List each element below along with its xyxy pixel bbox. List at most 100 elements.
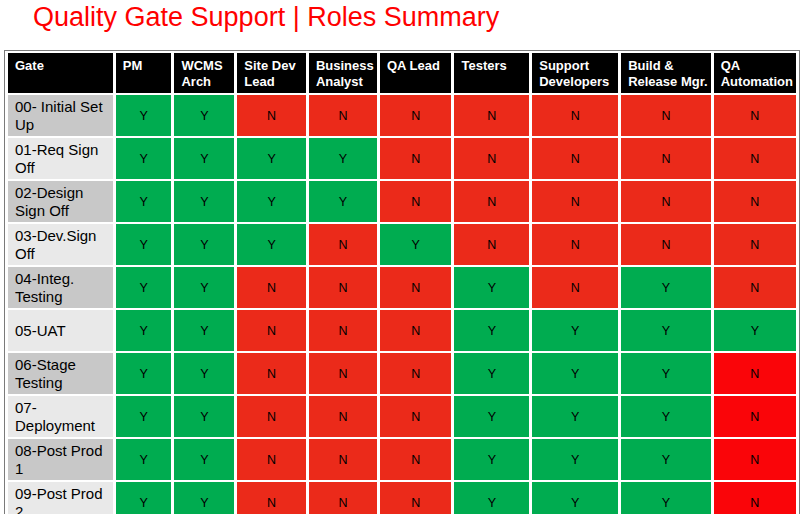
status-cell-06-stage-testing-wcms-arch: Y bbox=[174, 353, 234, 394]
column-header-site-dev-lead: Site Dev Lead bbox=[237, 53, 306, 93]
status-cell-07-deployment-business-analyst: N bbox=[309, 396, 377, 437]
status-cell-02-design-sign-off-business-analyst: Y bbox=[309, 181, 377, 222]
status-cell-07-deployment-testers: Y bbox=[454, 396, 529, 437]
status-cell-09-post-prod-2-testers: Y bbox=[454, 482, 529, 514]
status-cell-02-design-sign-off-pm: Y bbox=[116, 181, 172, 222]
table-row-09-post-prod-2: 09-Post Prod 2YYNNNYYYN bbox=[8, 482, 796, 514]
status-cell-02-design-sign-off-site-dev-lead: Y bbox=[237, 181, 306, 222]
status-cell-05-uat-qa-lead: N bbox=[380, 310, 452, 351]
status-cell-05-uat-build-release-mgr: Y bbox=[621, 310, 711, 351]
table-row-02-design-sign-off: 02-Design Sign OffYYYYNNNNN bbox=[8, 181, 796, 222]
status-cell-01-req-sign-off-build-release-mgr: N bbox=[621, 138, 711, 179]
status-cell-02-design-sign-off-wcms-arch: Y bbox=[174, 181, 234, 222]
column-header-wcms-arch: WCMS Arch bbox=[174, 53, 234, 93]
status-cell-07-deployment-site-dev-lead: N bbox=[237, 396, 306, 437]
table-row-04-integ-testing: 04-Integ. TestingYYNNNYNYN bbox=[8, 267, 796, 308]
status-cell-05-uat-testers: Y bbox=[454, 310, 529, 351]
gate-label: 05-UAT bbox=[8, 310, 113, 351]
status-cell-06-stage-testing-pm: Y bbox=[116, 353, 172, 394]
gate-label: 07-Deployment bbox=[8, 396, 113, 437]
status-cell-03-dev-sign-off-business-analyst: N bbox=[309, 224, 377, 265]
status-cell-08-post-prod-1-qa-automation: N bbox=[714, 439, 796, 480]
table-body: 00- Initial Set UpYYNNNNNNN01-Req Sign O… bbox=[8, 95, 796, 514]
roles-summary-table: GatePMWCMS ArchSite Dev LeadBusiness Ana… bbox=[4, 50, 800, 514]
page-title: Quality Gate Support | Roles Summary bbox=[33, 2, 499, 33]
status-cell-09-post-prod-2-qa-automation: N bbox=[714, 482, 796, 514]
gate-label: 03-Dev.Sign Off bbox=[8, 224, 113, 265]
status-cell-04-integ-testing-support-developers: N bbox=[532, 267, 618, 308]
table-row-00-initial-set-up: 00- Initial Set UpYYNNNNNNN bbox=[8, 95, 796, 136]
status-cell-09-post-prod-2-qa-lead: N bbox=[380, 482, 452, 514]
status-cell-09-post-prod-2-site-dev-lead: N bbox=[237, 482, 306, 514]
status-cell-04-integ-testing-business-analyst: N bbox=[309, 267, 377, 308]
status-cell-03-dev-sign-off-support-developers: N bbox=[532, 224, 618, 265]
status-cell-06-stage-testing-business-analyst: N bbox=[309, 353, 377, 394]
status-cell-05-uat-wcms-arch: Y bbox=[174, 310, 234, 351]
status-cell-06-stage-testing-testers: Y bbox=[454, 353, 529, 394]
status-cell-00-initial-set-up-testers: N bbox=[454, 95, 529, 136]
status-cell-09-post-prod-2-support-developers: Y bbox=[532, 482, 618, 514]
status-cell-05-uat-qa-automation: Y bbox=[714, 310, 796, 351]
status-cell-05-uat-pm: Y bbox=[116, 310, 172, 351]
status-cell-08-post-prod-1-business-analyst: N bbox=[309, 439, 377, 480]
column-header-testers: Testers bbox=[454, 53, 529, 93]
status-cell-08-post-prod-1-wcms-arch: Y bbox=[174, 439, 234, 480]
status-cell-06-stage-testing-qa-automation: N bbox=[714, 353, 796, 394]
status-cell-04-integ-testing-wcms-arch: Y bbox=[174, 267, 234, 308]
status-cell-08-post-prod-1-build-release-mgr: Y bbox=[621, 439, 711, 480]
gate-label: 02-Design Sign Off bbox=[8, 181, 113, 222]
status-cell-06-stage-testing-support-developers: Y bbox=[532, 353, 618, 394]
status-cell-00-initial-set-up-wcms-arch: Y bbox=[174, 95, 234, 136]
status-cell-03-dev-sign-off-qa-lead: Y bbox=[380, 224, 452, 265]
gate-label: 01-Req Sign Off bbox=[8, 138, 113, 179]
status-cell-04-integ-testing-build-release-mgr: Y bbox=[621, 267, 711, 308]
status-cell-00-initial-set-up-business-analyst: N bbox=[309, 95, 377, 136]
status-cell-04-integ-testing-pm: Y bbox=[116, 267, 172, 308]
status-cell-00-initial-set-up-qa-automation: N bbox=[714, 95, 796, 136]
status-cell-02-design-sign-off-build-release-mgr: N bbox=[621, 181, 711, 222]
column-header-business-analyst: Business Analyst bbox=[309, 53, 377, 93]
status-cell-07-deployment-qa-lead: N bbox=[380, 396, 452, 437]
status-cell-08-post-prod-1-support-developers: Y bbox=[532, 439, 618, 480]
status-cell-00-initial-set-up-qa-lead: N bbox=[380, 95, 452, 136]
gate-label: 00- Initial Set Up bbox=[8, 95, 113, 136]
status-cell-01-req-sign-off-business-analyst: Y bbox=[309, 138, 377, 179]
column-header-gate: Gate bbox=[8, 53, 113, 93]
column-header-build-release-mgr: Build & Release Mgr. bbox=[621, 53, 711, 93]
status-cell-06-stage-testing-build-release-mgr: Y bbox=[621, 353, 711, 394]
status-cell-04-integ-testing-site-dev-lead: N bbox=[237, 267, 306, 308]
status-cell-07-deployment-pm: Y bbox=[116, 396, 172, 437]
status-cell-03-dev-sign-off-qa-automation: N bbox=[714, 224, 796, 265]
status-cell-06-stage-testing-qa-lead: N bbox=[380, 353, 452, 394]
status-cell-07-deployment-build-release-mgr: Y bbox=[621, 396, 711, 437]
table-row-06-stage-testing: 06-Stage TestingYYNNNYYYN bbox=[8, 353, 796, 394]
gate-label: 04-Integ. Testing bbox=[8, 267, 113, 308]
status-cell-08-post-prod-1-site-dev-lead: N bbox=[237, 439, 306, 480]
status-cell-04-integ-testing-qa-automation: N bbox=[714, 267, 796, 308]
status-cell-03-dev-sign-off-build-release-mgr: N bbox=[621, 224, 711, 265]
status-cell-08-post-prod-1-pm: Y bbox=[116, 439, 172, 480]
table-row-08-post-prod-1: 08-Post Prod 1YYNNNYYYN bbox=[8, 439, 796, 480]
status-cell-02-design-sign-off-support-developers: N bbox=[532, 181, 618, 222]
status-cell-09-post-prod-2-pm: Y bbox=[116, 482, 172, 514]
status-cell-05-uat-support-developers: Y bbox=[532, 310, 618, 351]
status-cell-03-dev-sign-off-site-dev-lead: Y bbox=[237, 224, 306, 265]
table-row-05-uat: 05-UATYYNNNYYYY bbox=[8, 310, 796, 351]
column-header-pm: PM bbox=[116, 53, 172, 93]
status-cell-07-deployment-wcms-arch: Y bbox=[174, 396, 234, 437]
status-cell-03-dev-sign-off-pm: Y bbox=[116, 224, 172, 265]
status-cell-01-req-sign-off-qa-lead: N bbox=[380, 138, 452, 179]
status-cell-05-uat-site-dev-lead: N bbox=[237, 310, 306, 351]
status-cell-00-initial-set-up-build-release-mgr: N bbox=[621, 95, 711, 136]
status-cell-02-design-sign-off-qa-lead: N bbox=[380, 181, 452, 222]
column-header-qa-lead: QA Lead bbox=[380, 53, 452, 93]
status-cell-01-req-sign-off-testers: N bbox=[454, 138, 529, 179]
table-row-01-req-sign-off: 01-Req Sign OffYYYYNNNNN bbox=[8, 138, 796, 179]
status-cell-01-req-sign-off-qa-automation: N bbox=[714, 138, 796, 179]
status-cell-06-stage-testing-site-dev-lead: N bbox=[237, 353, 306, 394]
status-cell-02-design-sign-off-qa-automation: N bbox=[714, 181, 796, 222]
gate-label: 06-Stage Testing bbox=[8, 353, 113, 394]
status-cell-01-req-sign-off-site-dev-lead: Y bbox=[237, 138, 306, 179]
status-cell-07-deployment-qa-automation: N bbox=[714, 396, 796, 437]
status-cell-03-dev-sign-off-wcms-arch: Y bbox=[174, 224, 234, 265]
